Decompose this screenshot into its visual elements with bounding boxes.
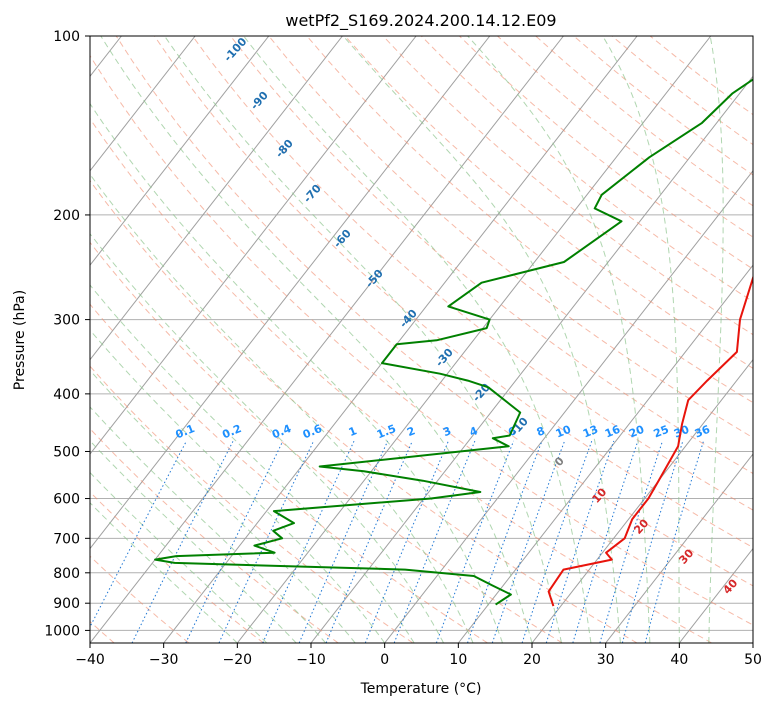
y-tick-label: 500	[53, 444, 80, 460]
isotherm	[90, 36, 564, 643]
moist-adiabat	[90, 233, 445, 643]
x-axis-label: Temperature (°C)	[360, 681, 482, 697]
moist-adiabat	[90, 173, 474, 643]
line-labels: 0.1 0.2 0.4 0.6 1 1.5 2 3 4 6 8 10 13 16 20 25 30 36-100-…	[174, 36, 741, 597]
moist-adiabat	[90, 329, 386, 643]
mixing-ratio-label: 25	[652, 423, 671, 441]
moist-adiabat	[602, 36, 680, 643]
isotherm	[90, 36, 417, 455]
dry-adiabat	[90, 54, 753, 626]
mixing-ratio-label: 20	[627, 423, 646, 441]
y-tick-label: 900	[53, 596, 80, 612]
isotherm	[236, 36, 712, 643]
moist-adiabat	[90, 440, 297, 643]
x-tick-label: 20	[523, 652, 541, 668]
moist-adiabat	[90, 502, 238, 643]
mixing-ratio-line	[325, 440, 413, 643]
mixing-ratio-line	[298, 440, 389, 643]
dry-adiabat	[90, 241, 563, 643]
moist-adiabat	[243, 36, 592, 643]
moist-adiabat	[100, 36, 533, 643]
dry-adiabat	[230, 36, 753, 475]
dry-adiabat	[153, 36, 753, 549]
mixing-ratio-line	[262, 440, 355, 643]
x-tick-label: 40	[670, 652, 688, 668]
x-tick-label: −40	[75, 652, 105, 668]
x-tick-label: −30	[149, 652, 179, 668]
x-tick-label: −20	[223, 652, 253, 668]
y-tick-label: 300	[53, 313, 80, 329]
dry-adiabat	[90, 303, 488, 643]
moist-adiabat	[90, 406, 327, 643]
mixing-ratio-label: 16	[603, 423, 622, 441]
mixing-ratio-line	[467, 440, 543, 643]
x-tick-label: 50	[744, 652, 762, 668]
moist-adiabat	[467, 36, 651, 643]
isotherm	[605, 453, 753, 643]
x-axis-ticks: −40 −30 −20 −10 0 10 20 30 40 50	[75, 643, 762, 668]
isotherm	[163, 36, 638, 643]
temperature-line	[547, 243, 753, 607]
mixing-ratio-line	[521, 440, 593, 643]
dry-adiabat	[115, 36, 753, 587]
x-tick-label: 0	[380, 652, 389, 668]
isotherm	[90, 36, 491, 550]
mixing-ratio-line	[621, 440, 684, 643]
y-tick-label: 1000	[44, 623, 80, 639]
mixing-ratio-label: 1	[347, 424, 359, 439]
y-tick-label: 200	[53, 208, 80, 224]
isotherm	[384, 169, 753, 643]
y-tick-label: 600	[53, 492, 80, 508]
moist-adiabat	[90, 102, 503, 643]
moist-adiabat	[342, 36, 621, 643]
dry-adiabat	[90, 179, 638, 643]
moist-adiabat	[708, 36, 724, 643]
mixing-ratio-label: 36	[693, 423, 712, 441]
isotherm	[90, 36, 196, 172]
y-tick-label: 700	[53, 531, 80, 547]
moist-adiabat	[90, 471, 268, 643]
dry-adiabat	[90, 555, 190, 643]
x-tick-label: 30	[597, 652, 615, 668]
isotherm	[531, 358, 753, 643]
plot-frame	[89, 35, 754, 644]
mixing-ratio-label: 8	[535, 424, 547, 439]
mixing-ratio-lines	[90, 440, 705, 643]
dewpoint-line	[154, 78, 753, 606]
isotherm	[90, 36, 270, 267]
x-tick-label: −10	[296, 652, 326, 668]
isotherm	[90, 36, 343, 361]
y-tick-label: 100	[53, 29, 80, 45]
mixing-ratio-label: 2	[405, 424, 417, 439]
y-axis-label: Pressure (hPa)	[12, 290, 28, 390]
y-tick-label: 800	[53, 566, 80, 582]
mixing-ratio-line	[599, 440, 663, 643]
isotherm	[310, 75, 753, 643]
mixing-ratio-label: 3	[441, 424, 453, 439]
dry-adiabat	[420, 36, 753, 303]
mixing-ratio-line	[364, 440, 449, 643]
moist-adiabat	[90, 369, 356, 643]
profile-series	[154, 78, 753, 607]
y-axis-ticks: 100 200 300 400 500 600 700 800 900 1000	[44, 29, 90, 639]
mixing-ratio-label: 10	[554, 423, 573, 441]
mixing-ratio-line	[185, 440, 284, 643]
moist-adiabat	[90, 284, 415, 643]
isotherms	[90, 36, 753, 643]
dry-adiabat	[90, 428, 339, 643]
x-tick-label: 10	[449, 652, 467, 668]
chart-title: wetPf2_S169.2024.200.14.12.E09	[285, 11, 556, 31]
y-tick-label: 400	[53, 387, 80, 403]
mixing-ratio-label: 30	[672, 423, 691, 441]
plot-area: 0.1 0.2 0.4 0.6 1 1.5 2 3 4 6 8 10 13 16 20 25 30 36-100-…	[90, 36, 753, 643]
mixing-ratio-line	[491, 440, 566, 643]
isotherm	[457, 264, 753, 643]
dry-adiabat	[90, 365, 414, 643]
mixing-ratio-line	[644, 440, 705, 643]
mixing-ratio-label: 13	[581, 423, 600, 441]
dry-adiabat	[90, 117, 712, 643]
